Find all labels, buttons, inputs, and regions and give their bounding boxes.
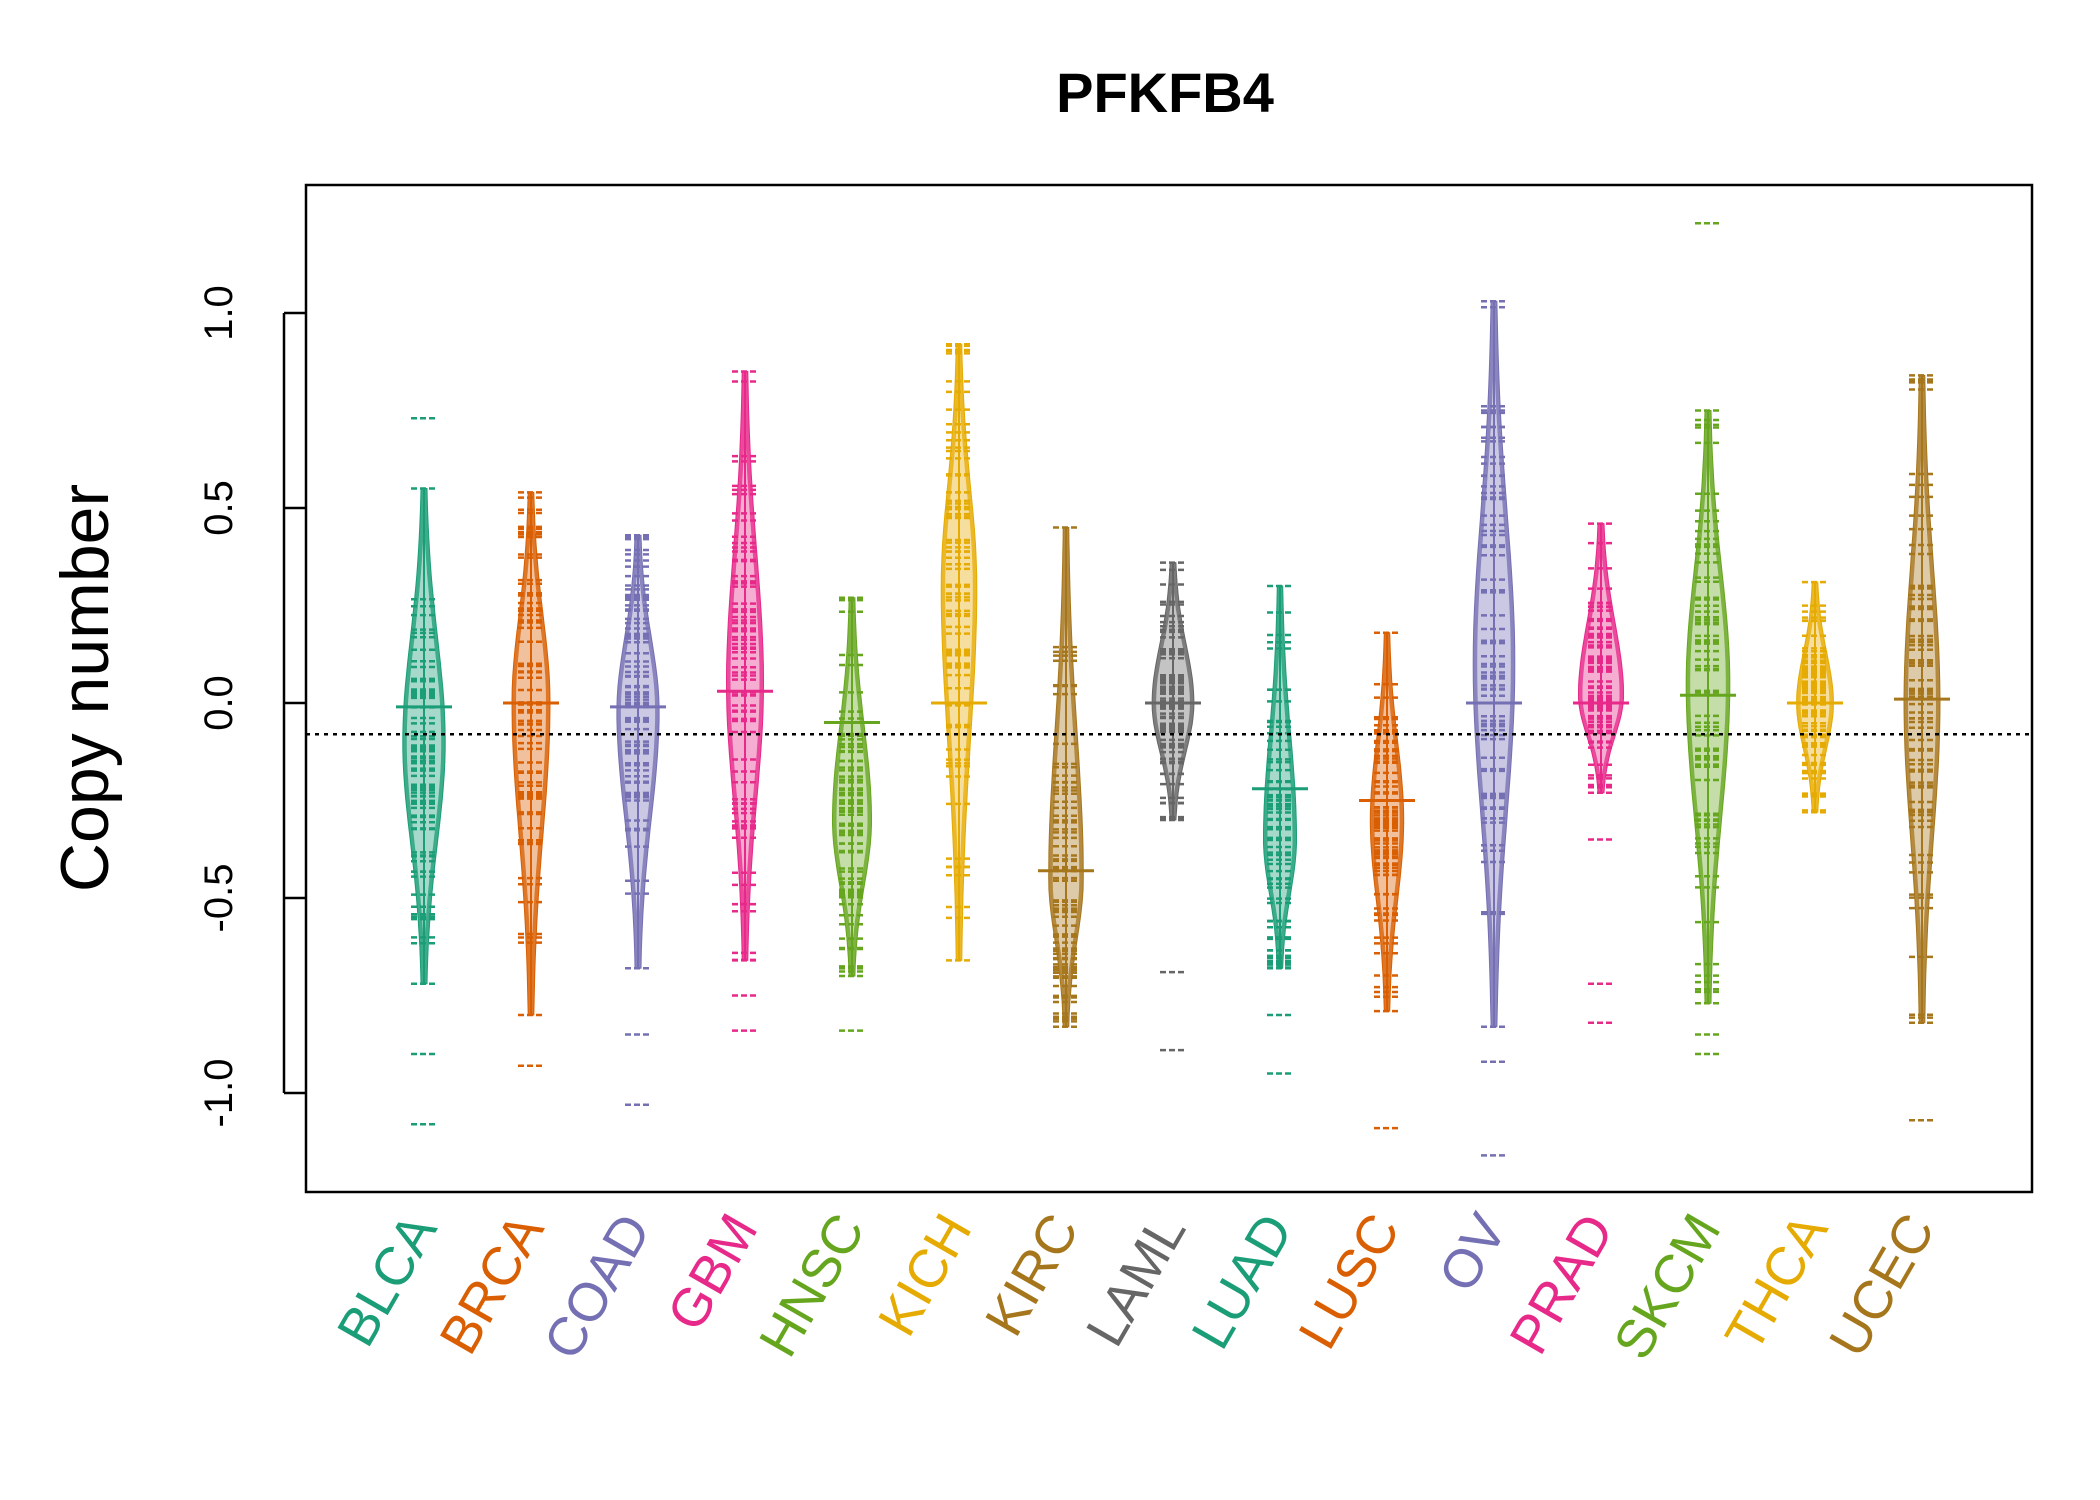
chart-title: PFKFB4	[1056, 61, 1274, 124]
bean-gbm	[717, 370, 773, 1032]
bean-ucec	[1894, 374, 1950, 1122]
y-axis-label: Copy number	[47, 484, 123, 892]
x-category-label: COAD	[532, 1204, 662, 1369]
y-axis: -1.0 -0.5 0.0 0.5 1.0	[197, 285, 306, 1127]
bean-blca	[396, 417, 452, 1126]
x-category-label: LUAD	[1180, 1204, 1304, 1359]
x-category-label: KIRC	[974, 1204, 1090, 1346]
x-category-label: HNSC	[748, 1204, 876, 1367]
bean-laml	[1145, 561, 1201, 1052]
y-tick-label: 1.0	[197, 285, 241, 341]
bean-skcm	[1680, 222, 1736, 1056]
bean-prad	[1573, 522, 1629, 1025]
bean-thca	[1787, 580, 1843, 814]
bean-luad	[1252, 584, 1308, 1075]
plot-frame	[304, 183, 2034, 1194]
plot-area	[306, 222, 2032, 1157]
x-category-label: UCEC	[1818, 1204, 1946, 1367]
x-category-label: KICH	[867, 1204, 983, 1346]
bean-ov	[1466, 300, 1522, 1157]
x-category-label: LUSC	[1287, 1204, 1411, 1359]
y-tick-label: -1.0	[197, 1059, 241, 1128]
bean-hnsc	[824, 596, 880, 1032]
x-category-label: OV	[1427, 1204, 1518, 1302]
y-tick-label: 0.5	[197, 480, 241, 536]
x-category-label: LAML	[1075, 1204, 1198, 1356]
x-category-label: SKCM	[1602, 1204, 1732, 1369]
y-tick-label: -0.5	[197, 864, 241, 933]
bean-kirc	[1038, 526, 1094, 1028]
y-tick-label: 0.0	[197, 675, 241, 731]
bean-brca	[503, 491, 559, 1067]
bean-lusc	[1359, 631, 1415, 1130]
bean-coad	[610, 534, 666, 1106]
bean-kich	[931, 342, 987, 962]
x-category-label: GBM	[656, 1204, 769, 1341]
